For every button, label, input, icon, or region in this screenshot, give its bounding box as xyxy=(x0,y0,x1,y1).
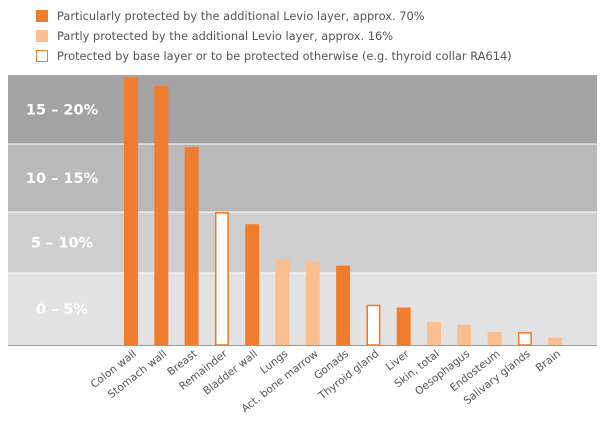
bar-stomach-wall xyxy=(154,86,169,345)
band-1 xyxy=(8,144,597,212)
legend-item-base-layer: Protected by base layer or to be protect… xyxy=(36,46,512,66)
bar-skin-total xyxy=(427,321,441,345)
band-label: 5 – 10% xyxy=(31,236,94,252)
legend: Particularly protected by the additional… xyxy=(36,6,512,66)
bar-salivary-glands xyxy=(517,332,532,346)
band-3 xyxy=(8,273,597,345)
bar-act-bone-marrow xyxy=(305,262,320,345)
bar-colon-wall xyxy=(124,77,138,345)
legend-item-partly-protected: Partly protected by the additional Levio… xyxy=(36,26,512,46)
band-2 xyxy=(8,212,597,273)
x-tick-label: Brain xyxy=(534,348,563,375)
bar-remainder xyxy=(214,212,229,346)
bar-gonads xyxy=(336,265,351,345)
legend-label: Partly protected by the additional Levio… xyxy=(57,29,394,43)
bar-oesophagus xyxy=(457,324,472,345)
bar-liver xyxy=(396,307,411,345)
legend-swatch-outline xyxy=(36,50,48,62)
legend-label: Particularly protected by the additional… xyxy=(57,9,425,23)
bar-breast xyxy=(184,146,199,345)
band-label: 10 – 15% xyxy=(26,171,99,187)
band-label: 15 – 20% xyxy=(26,103,99,119)
band-0 xyxy=(8,75,597,144)
bar-bladder-wall xyxy=(245,224,260,345)
bar-thyroid-gland xyxy=(366,304,381,346)
legend-label: Protected by base layer or to be protect… xyxy=(57,49,512,63)
bar-endosteum xyxy=(487,332,502,345)
legend-swatch-light xyxy=(36,30,48,42)
bar-brain xyxy=(548,337,563,345)
band-label: 0 – 5% xyxy=(36,302,89,318)
bar-lungs xyxy=(275,259,290,345)
legend-item-particularly-protected: Particularly protected by the additional… xyxy=(36,6,512,26)
legend-swatch-full xyxy=(36,10,48,22)
